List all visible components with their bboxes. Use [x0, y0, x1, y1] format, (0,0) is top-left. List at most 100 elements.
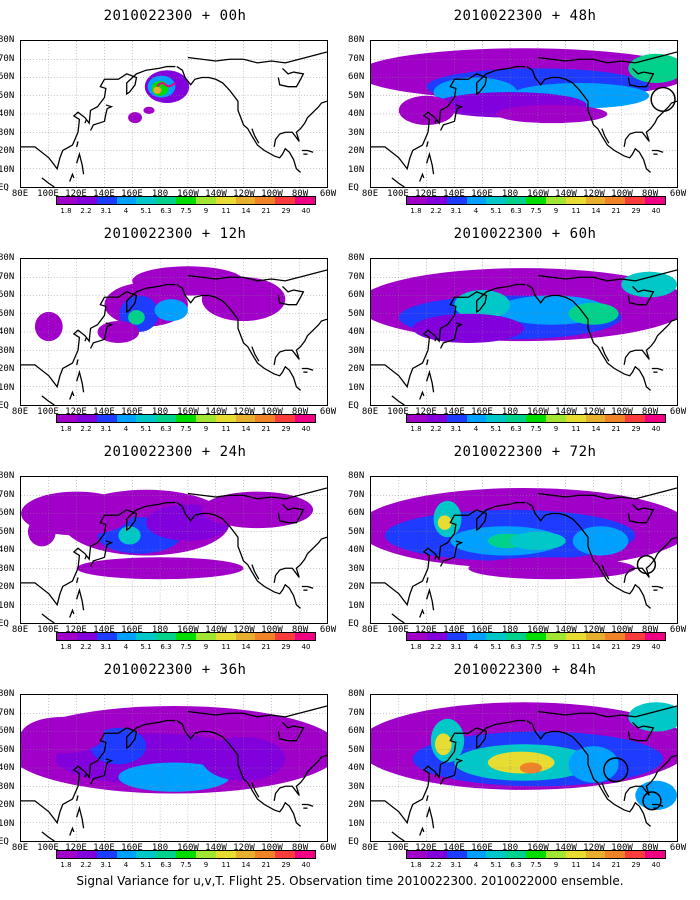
latitude-tick-label: 50N	[348, 90, 365, 101]
longitude-tick-label: 160E	[121, 189, 143, 199]
coastline	[601, 128, 610, 144]
variance-region	[468, 557, 636, 580]
colorbar-swatch	[235, 633, 256, 640]
coastline	[41, 613, 55, 623]
longitude-tick-label: 180	[151, 189, 169, 199]
coastline	[593, 705, 677, 718]
latitude-tick-label: 40N	[348, 109, 365, 119]
observation-circle	[650, 86, 676, 112]
coastline	[391, 177, 405, 187]
latitude-tick-label: 50N	[0, 90, 15, 101]
coastline	[301, 149, 314, 153]
variance-contours	[371, 268, 677, 343]
panel-title: 2010022300 + 12h	[103, 226, 247, 242]
coastline	[76, 359, 79, 366]
colorbar-swatch	[545, 633, 566, 640]
colorbar-label: 14	[591, 207, 601, 215]
coastline	[391, 831, 405, 841]
longitude-tick-label: 140E	[93, 407, 115, 417]
variance-region	[76, 557, 244, 580]
coastline	[273, 100, 327, 147]
longitude-tick-label: 100E	[387, 407, 409, 417]
coastline	[76, 805, 85, 829]
coastline	[623, 100, 677, 147]
longitude-tick-label: 120E	[65, 407, 87, 417]
longitude-tick-label: 60W	[669, 189, 687, 199]
colorbar-swatch	[156, 633, 177, 640]
colorbar-swatch	[426, 633, 447, 640]
variance-region	[519, 762, 543, 774]
map-canvas	[371, 695, 677, 841]
coastline	[41, 831, 55, 841]
longitude-tick-label: 140E	[443, 843, 465, 853]
coastline	[273, 318, 327, 365]
colorbar-swatch	[565, 415, 586, 422]
colorbar-swatch	[255, 851, 276, 858]
coastline	[273, 536, 327, 583]
longitude-axis: 80E 100E 120E 140E 160E 180 160W 140W 120W 100W 80…	[12, 625, 336, 637]
latitude-tick-label: 60N	[0, 72, 15, 82]
latitude-tick-label: 60N	[0, 726, 15, 736]
colorbar-swatch	[76, 851, 97, 858]
colorbar-swatch	[645, 415, 665, 422]
colorbar-swatch	[136, 415, 157, 422]
latitude-tick-label: 40N	[0, 763, 15, 773]
coastline	[439, 104, 464, 131]
colorbar-swatch	[255, 197, 276, 204]
colorbar-swatch	[407, 851, 427, 858]
latitude-tick-label: 70N	[0, 489, 15, 500]
coastline	[371, 65, 526, 171]
colorbar-swatch	[295, 197, 315, 204]
coastline	[651, 367, 664, 371]
colorbar-label: 9	[203, 425, 209, 433]
colorbar-swatch	[545, 415, 566, 422]
colorbar	[56, 632, 316, 641]
colorbar-swatch	[57, 415, 77, 422]
colorbar-label: 6.3	[510, 425, 522, 433]
variance-region	[412, 313, 524, 343]
colorbar-labels: 1.8 2.2 3.1 4 5.1 6.3 7.5 9 11 14 21 29 40	[406, 207, 666, 216]
colorbar-label: 4	[473, 643, 479, 651]
coastline	[176, 502, 301, 609]
latitude-tick-label: EQ	[348, 183, 359, 193]
colorbar-swatch	[156, 197, 177, 204]
colorbar-label: 9	[553, 643, 559, 651]
variance-contours	[371, 487, 677, 580]
colorbar-label: 40	[301, 861, 311, 869]
coastline	[277, 721, 305, 742]
colorbar-label: 4	[123, 861, 129, 869]
colorbar	[406, 632, 666, 641]
coastline	[76, 795, 79, 802]
colorbar-swatch	[96, 415, 117, 422]
longitude-tick-label: 100E	[387, 843, 409, 853]
coastline	[391, 613, 405, 623]
colorbar-label: 7.5	[180, 207, 192, 215]
longitude-tick-label: 120E	[415, 843, 437, 853]
colorbar-label: 29	[281, 425, 291, 433]
colorbar-swatch	[486, 197, 507, 204]
colorbar-label: 29	[631, 643, 641, 651]
colorbar-label: 5.1	[140, 207, 152, 215]
colorbar-swatch	[176, 197, 196, 204]
longitude-tick-label: 80W	[291, 189, 309, 199]
longitude-tick-label: 100W	[261, 625, 283, 635]
map-canvas	[21, 259, 327, 405]
longitude-tick-label: 80W	[641, 407, 659, 417]
latitude-tick-label: 70N	[348, 489, 365, 500]
colorbar-label: 3.1	[450, 643, 462, 651]
coastline	[176, 284, 301, 391]
coastline	[76, 151, 85, 175]
map-canvas	[371, 259, 677, 405]
latitude-tick-label: 50N	[348, 526, 365, 537]
colorbar-label: 7.5	[530, 425, 542, 433]
coastline	[526, 284, 651, 391]
latitude-tick-label: 80N	[0, 689, 15, 699]
colorbar-swatch	[235, 851, 256, 858]
coastline	[89, 758, 114, 785]
map-canvas	[371, 477, 677, 623]
coastline	[434, 119, 437, 124]
colorbar-label: 14	[241, 643, 251, 651]
variance-region	[496, 104, 608, 124]
coastline	[371, 501, 526, 607]
coastline	[426, 587, 435, 611]
